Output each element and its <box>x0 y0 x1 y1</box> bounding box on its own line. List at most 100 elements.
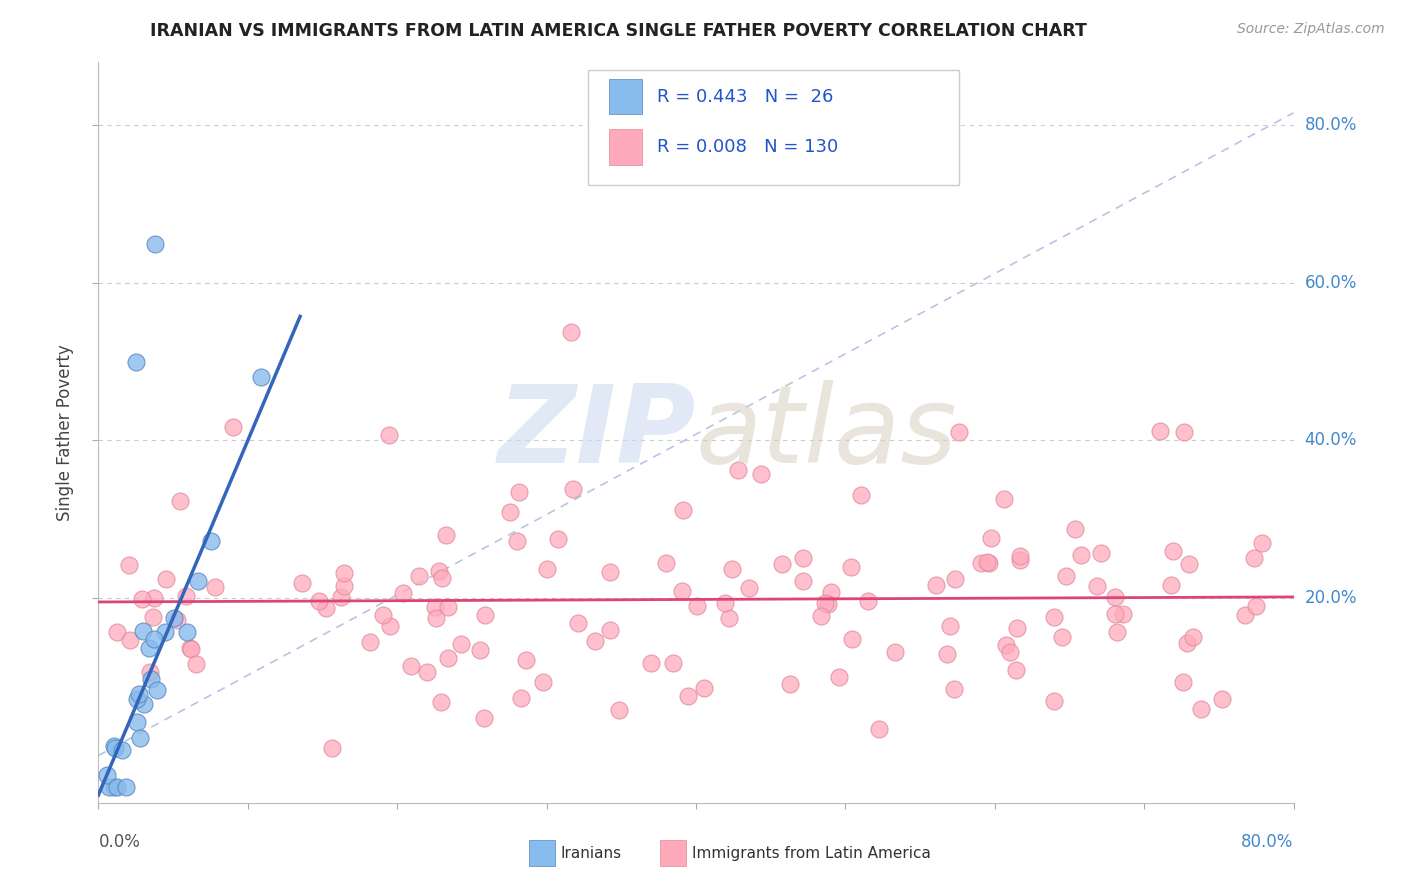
Point <box>180 642 202 657</box>
Point <box>998 645 1021 659</box>
Point <box>359 635 381 649</box>
Point <box>200 534 222 549</box>
Point <box>1070 549 1092 563</box>
Point <box>828 670 851 684</box>
Point <box>1005 621 1028 635</box>
Text: IRANIAN VS IMMIGRANTS FROM LATIN AMERICA SINGLE FATHER POVERTY CORRELATION CHART: IRANIAN VS IMMIGRANTS FROM LATIN AMERICA… <box>150 22 1087 40</box>
Point <box>1004 664 1026 678</box>
Point <box>204 580 226 594</box>
Text: 40.0%: 40.0% <box>1305 432 1357 450</box>
Point <box>792 574 814 589</box>
Point <box>145 683 167 698</box>
Point <box>1160 578 1182 592</box>
Text: ZIP: ZIP <box>498 380 696 485</box>
Point <box>105 624 128 639</box>
Point <box>131 592 153 607</box>
Point <box>425 611 447 625</box>
Point <box>508 485 530 500</box>
Point <box>1112 607 1135 621</box>
Point <box>980 531 1002 545</box>
Point <box>125 355 148 369</box>
Point <box>640 656 662 670</box>
Point <box>1042 609 1064 624</box>
Point <box>1104 590 1126 604</box>
Text: atlas: atlas <box>696 380 957 485</box>
Point <box>943 682 966 697</box>
Point <box>721 562 744 576</box>
Point <box>127 714 149 729</box>
Point <box>976 556 998 570</box>
Point <box>308 593 330 607</box>
Y-axis label: Single Father Poverty: Single Father Poverty <box>56 344 75 521</box>
Point <box>531 675 554 690</box>
Point <box>128 687 150 701</box>
Point <box>141 672 163 686</box>
Text: 60.0%: 60.0% <box>1305 274 1357 292</box>
Point <box>856 593 879 607</box>
Point <box>717 611 740 625</box>
Point <box>1010 549 1032 563</box>
Point <box>994 638 1017 652</box>
Point <box>1054 569 1077 583</box>
Text: 80.0%: 80.0% <box>1305 117 1357 135</box>
Point <box>110 742 132 756</box>
Point <box>738 581 761 595</box>
Point <box>583 633 606 648</box>
Bar <box>609 129 643 165</box>
Point <box>184 657 207 671</box>
Text: R = 0.443   N =  26: R = 0.443 N = 26 <box>657 87 832 105</box>
Point <box>560 325 582 339</box>
Point <box>1243 550 1265 565</box>
Point <box>371 608 394 623</box>
Point <box>291 575 314 590</box>
Point <box>436 599 458 614</box>
Point <box>474 608 496 623</box>
Point <box>1107 624 1129 639</box>
FancyBboxPatch shape <box>589 70 959 185</box>
Point <box>792 551 814 566</box>
Point <box>1182 630 1205 644</box>
Point <box>547 532 569 546</box>
Point <box>820 584 842 599</box>
Point <box>377 428 399 442</box>
Point <box>1149 425 1171 439</box>
Point <box>599 623 621 637</box>
Point <box>841 559 863 574</box>
Point <box>143 632 166 646</box>
Point <box>970 557 993 571</box>
Point <box>1008 553 1031 567</box>
Point <box>1173 675 1195 690</box>
Point <box>427 564 450 578</box>
Point <box>727 462 749 476</box>
Point <box>770 557 793 571</box>
Point <box>1064 522 1087 536</box>
Point <box>432 571 454 585</box>
Point <box>817 597 839 611</box>
Point <box>979 557 1001 571</box>
Point <box>868 722 890 736</box>
Point <box>408 568 430 582</box>
Point <box>779 677 801 691</box>
Text: 20.0%: 20.0% <box>1305 589 1357 607</box>
Point <box>103 739 125 753</box>
Point <box>814 596 837 610</box>
Point <box>97 780 120 794</box>
Point <box>935 648 957 662</box>
Point <box>810 609 832 624</box>
Point <box>103 780 125 794</box>
Point <box>329 590 352 604</box>
Text: R = 0.008   N = 130: R = 0.008 N = 130 <box>657 138 838 156</box>
Bar <box>529 840 555 866</box>
Point <box>499 504 522 518</box>
Point <box>749 467 772 482</box>
Point <box>163 611 186 625</box>
Point <box>249 370 271 384</box>
Point <box>945 572 967 586</box>
Point <box>1104 607 1126 622</box>
Point <box>1175 635 1198 649</box>
Point <box>222 419 245 434</box>
Point <box>179 641 201 656</box>
Point <box>561 482 583 496</box>
Point <box>132 624 155 638</box>
Point <box>1250 536 1272 550</box>
